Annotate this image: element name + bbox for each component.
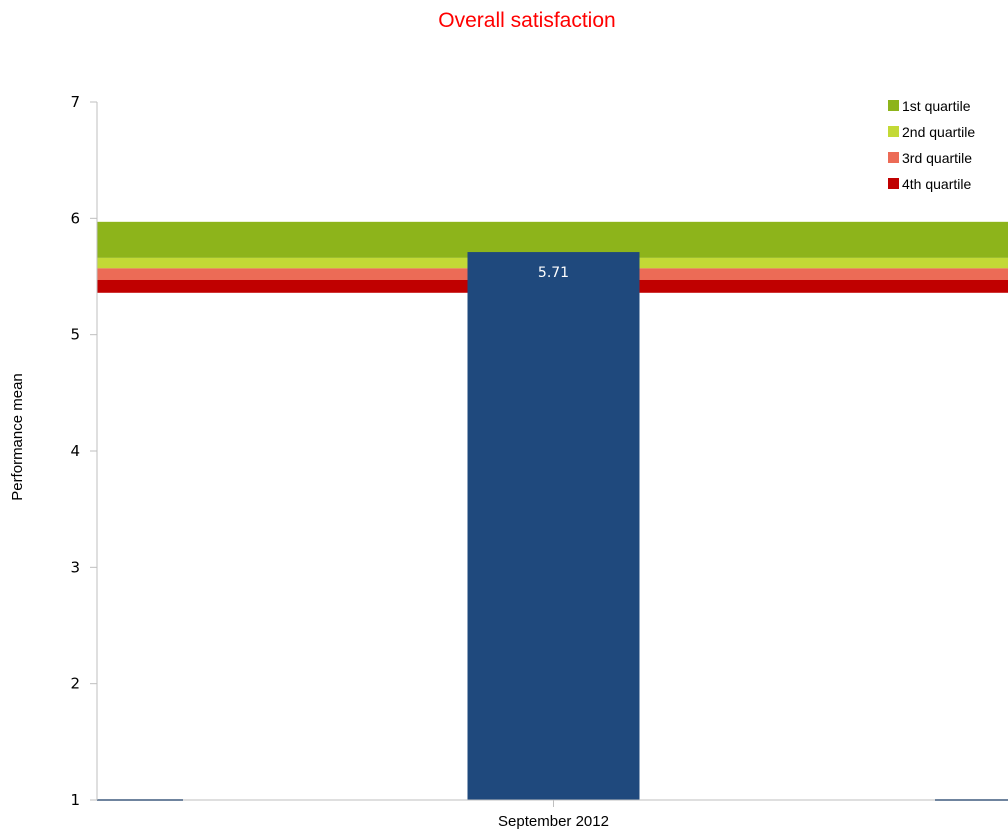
- axes: [90, 101, 1008, 807]
- y-tick-label: 4: [70, 442, 80, 460]
- legend-swatch-4: [888, 178, 899, 189]
- legend-swatch-1: [888, 100, 899, 111]
- legend-label-2: 2nd quartile: [902, 124, 975, 140]
- quartile-band-1: [97, 221, 1008, 258]
- y-tick-labels: 1 2 3 4 5 6 7: [70, 93, 80, 809]
- y-axis-label: Performance mean: [9, 373, 26, 501]
- chart-title: Overall satisfaction: [438, 9, 615, 32]
- y-tick-label: 2: [70, 675, 80, 693]
- legend-swatch-2: [888, 126, 899, 137]
- y-tick-label: 3: [70, 558, 80, 576]
- y-tick-label: 1: [70, 791, 80, 809]
- y-tick-label: 6: [70, 209, 80, 227]
- legend-label-1: 1st quartile: [902, 98, 971, 114]
- bars: 5.71: [97, 252, 1008, 801]
- y-tick-label: 5: [70, 326, 80, 344]
- x-tick-labels: September 2012: [498, 813, 609, 830]
- legend: 1st quartile 2nd quartile 3rd quartile 4th …: [888, 98, 975, 192]
- bar-value-label: 5.71: [538, 265, 569, 281]
- legend-swatch-3: [888, 152, 899, 163]
- legend-label-4: 4th quartile: [902, 176, 971, 192]
- legend-label-3: 3rd quartile: [902, 150, 972, 166]
- y-tick-label: 7: [70, 93, 80, 111]
- x-tick-label: September 2012: [498, 813, 609, 830]
- bar: [467, 252, 640, 800]
